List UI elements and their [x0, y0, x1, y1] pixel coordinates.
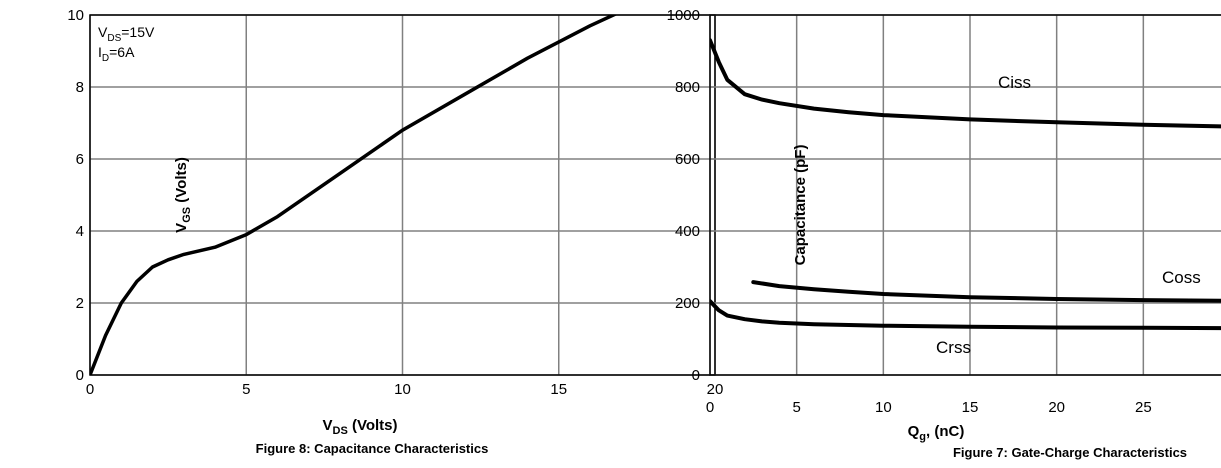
x-tick-label: 5	[242, 381, 250, 398]
series-label-coss: Coss	[1162, 268, 1201, 287]
x-tick-label: 15	[962, 399, 979, 416]
capacitance-y-axis-label: Capacitance (pF)	[792, 145, 809, 266]
y-tick-label: 2	[76, 295, 84, 312]
gate-charge-plot-frame	[89, 14, 716, 376]
capacitance-plot-frame	[709, 14, 1221, 376]
capacitance-series	[710, 38, 1221, 331]
x-tick-label: 10	[394, 381, 411, 398]
y-tick-label: 8	[76, 79, 84, 96]
y-tick-label: 200	[675, 295, 700, 312]
x-tick-label: 5	[792, 399, 800, 416]
gate-charge-chart: 0 2 4 6 8 10 0 5 10 15 20 VDS=15V ID=6A VGS (Volt…	[67, 7, 1187, 460]
y-tick-label: 0	[692, 367, 700, 384]
x-tick-label: 10	[875, 399, 892, 416]
gate-charge-y-ticks: 0 2 4 6 8 10	[67, 7, 84, 384]
capacitance-caption: Figure 8: Capacitance Characteristics	[256, 441, 489, 456]
series-line-ciss	[710, 38, 1221, 129]
y-tick-label: 1000	[667, 7, 700, 24]
capacitance-x-ticks: 051015202530	[706, 399, 1152, 416]
series-label-crss: Crss	[936, 338, 971, 357]
y-tick-label: 0	[76, 367, 84, 384]
series-line-0	[90, 15, 618, 375]
series-line-coss	[751, 280, 1221, 303]
x-tick-label: 15	[550, 381, 567, 398]
y-tick-label: 800	[675, 79, 700, 96]
gate-charge-annotation-vds: VDS=15V	[98, 24, 155, 44]
capacitance-y-ticks: 0 200 400 600 800 1000	[667, 7, 700, 384]
y-tick-label: 6	[76, 151, 84, 168]
series-label-ciss: Ciss	[998, 73, 1031, 92]
x-tick-label: 20	[1048, 399, 1065, 416]
x-tick-label: 20	[707, 381, 724, 398]
y-tick-label: 400	[675, 223, 700, 240]
y-tick-label: 4	[76, 223, 84, 240]
gate-charge-annotation-id: ID=6A	[98, 44, 135, 64]
y-tick-label: 10	[67, 7, 84, 24]
capacitance-x-axis-label: VDS (Volts)	[322, 417, 397, 437]
gate-charge-x-axis-label: Qg, (nC)	[908, 423, 965, 443]
gate-charge-caption: Figure 7: Gate-Charge Characteristics	[953, 445, 1187, 460]
capacitance-gridlines	[709, 14, 1221, 376]
gate-charge-y-axis-label: VGS (Volts)	[173, 157, 193, 233]
x-tick-label: 0	[706, 399, 714, 416]
gate-charge-x-ticks: 0 5 10 15 20	[86, 381, 724, 398]
x-tick-label: 25	[1135, 399, 1152, 416]
gate-charge-series	[90, 15, 618, 375]
series-line-crss	[710, 299, 1221, 331]
y-tick-label: 600	[675, 151, 700, 168]
x-tick-label: 0	[86, 381, 94, 398]
